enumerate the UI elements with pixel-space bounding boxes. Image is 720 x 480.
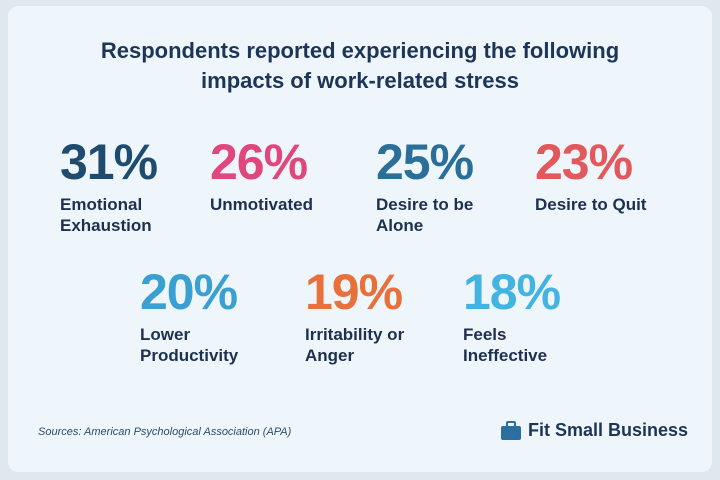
stat-figure: 31% bbox=[60, 134, 158, 190]
stat-figure: 26% bbox=[210, 134, 308, 190]
stat: 20% Lower Productivity bbox=[140, 266, 270, 366]
stat: 18% Feels Ineffective bbox=[463, 266, 573, 366]
stat: 23% Desire to Quit bbox=[535, 136, 685, 215]
title: Respondents reported experiencing the fo… bbox=[100, 38, 620, 93]
stat-label: Emotional Exhaustion bbox=[60, 195, 152, 235]
stat-figure: 20% bbox=[140, 264, 238, 320]
stat: 26% Unmotivated bbox=[210, 136, 350, 215]
stat-label: Desire to Quit bbox=[535, 195, 647, 214]
source: Sources: American Psychological Associat… bbox=[38, 426, 292, 438]
stat-label: Lower Productivity bbox=[140, 325, 239, 365]
stat-figure: 25% bbox=[376, 134, 474, 190]
stat-label: Irritability or Anger bbox=[305, 325, 405, 365]
stat-figure: 23% bbox=[535, 134, 633, 190]
stat-figure: 19% bbox=[305, 264, 403, 320]
stat: 31% Emotional Exhaustion bbox=[60, 136, 180, 236]
card: Respondents reported experiencing the fo… bbox=[8, 6, 712, 472]
stat-label: Feels Ineffective bbox=[463, 325, 548, 365]
brand-icon bbox=[501, 420, 521, 440]
stat-label: Desire to be Alone bbox=[376, 195, 474, 235]
stat-figure: 18% bbox=[463, 264, 561, 320]
stat: 19% Irritability or Anger bbox=[305, 266, 425, 366]
stat: 25% Desire to be Alone bbox=[376, 136, 496, 236]
brand-name: Fit Small Business bbox=[528, 420, 689, 440]
brand: Fit Small Business bbox=[500, 420, 688, 441]
stat-label: Unmotivated bbox=[210, 195, 313, 214]
